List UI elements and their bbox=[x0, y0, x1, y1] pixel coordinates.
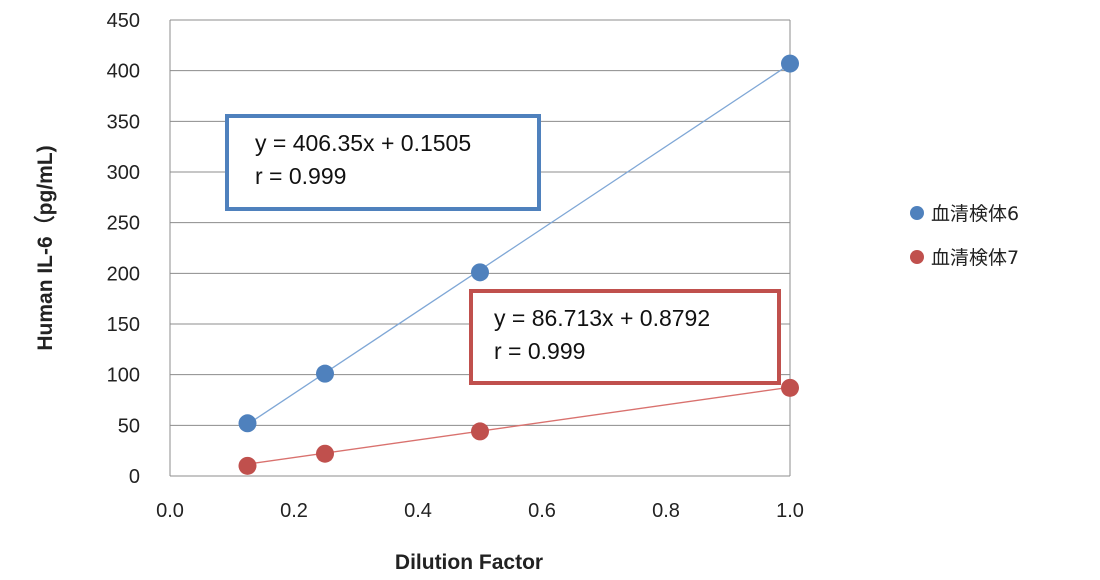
y-tick-label: 350 bbox=[107, 111, 140, 133]
equation-box-series-1: y = 406.35x + 0.1505 r = 0.999 bbox=[225, 114, 541, 211]
y-tick-label: 450 bbox=[107, 10, 140, 32]
y-tick-label: 0 bbox=[129, 466, 140, 488]
data-points bbox=[238, 54, 799, 475]
correlation-text: r = 0.999 bbox=[494, 338, 585, 364]
x-tick-label: 0.0 bbox=[156, 500, 184, 522]
data-point-series-1 bbox=[316, 364, 334, 383]
y-tick-labels: 0 50 100 150 200 250 300 350 400 450 bbox=[107, 10, 140, 488]
y-tick-label: 100 bbox=[107, 365, 140, 387]
legend-item-series-1: 血清検体6 bbox=[910, 203, 1019, 225]
x-tick-labels: 0.0 0.2 0.4 0.6 0.8 1.0 bbox=[156, 500, 804, 522]
legend-label: 血清検体6 bbox=[931, 203, 1019, 225]
trendline-series-1 bbox=[247, 63, 791, 425]
x-tick-label: 0.6 bbox=[528, 500, 556, 522]
equation-box-border-1 bbox=[225, 114, 541, 211]
data-point-series-2 bbox=[781, 378, 799, 397]
trendlines bbox=[247, 63, 791, 465]
y-tick-label: 250 bbox=[107, 213, 140, 235]
equation-box-border-2 bbox=[469, 289, 781, 385]
equation-text: y = 406.35x + 0.1505 bbox=[255, 130, 471, 156]
equation-box-series-2: y = 86.713x + 0.8792 r = 0.999 bbox=[469, 289, 781, 385]
correlation-text: r = 0.999 bbox=[255, 163, 346, 189]
legend-label: 血清検体7 bbox=[931, 247, 1019, 269]
y-tick-label: 300 bbox=[107, 162, 140, 184]
x-tick-label: 1.0 bbox=[776, 500, 804, 522]
legend-marker-icon bbox=[910, 250, 924, 264]
y-tick-label: 150 bbox=[107, 314, 140, 336]
axes bbox=[169, 20, 791, 477]
trendline-series-2 bbox=[247, 386, 791, 465]
data-point-series-1 bbox=[781, 54, 799, 73]
x-tick-label: 0.4 bbox=[404, 500, 432, 522]
y-tick-label: 400 bbox=[107, 61, 140, 83]
data-point-series-1 bbox=[238, 414, 257, 433]
y-tick-label: 50 bbox=[118, 415, 140, 437]
data-point-series-2 bbox=[471, 422, 489, 441]
data-point-series-2 bbox=[238, 456, 257, 475]
equation-text: y = 86.713x + 0.8792 bbox=[494, 305, 710, 331]
x-tick-label: 0.8 bbox=[652, 500, 680, 522]
legend-item-series-2: 血清検体7 bbox=[910, 247, 1019, 269]
y-axis-title: Human IL-6（pg/mL) bbox=[33, 145, 57, 350]
data-point-series-2 bbox=[316, 444, 334, 463]
x-axis-title: Dilution Factor bbox=[395, 551, 543, 574]
y-tick-label: 200 bbox=[107, 263, 140, 285]
legend-marker-icon bbox=[910, 206, 924, 220]
x-tick-label: 0.2 bbox=[280, 500, 308, 522]
data-point-series-1 bbox=[471, 263, 489, 282]
legend: 血清検体6 血清検体7 bbox=[910, 203, 1019, 269]
